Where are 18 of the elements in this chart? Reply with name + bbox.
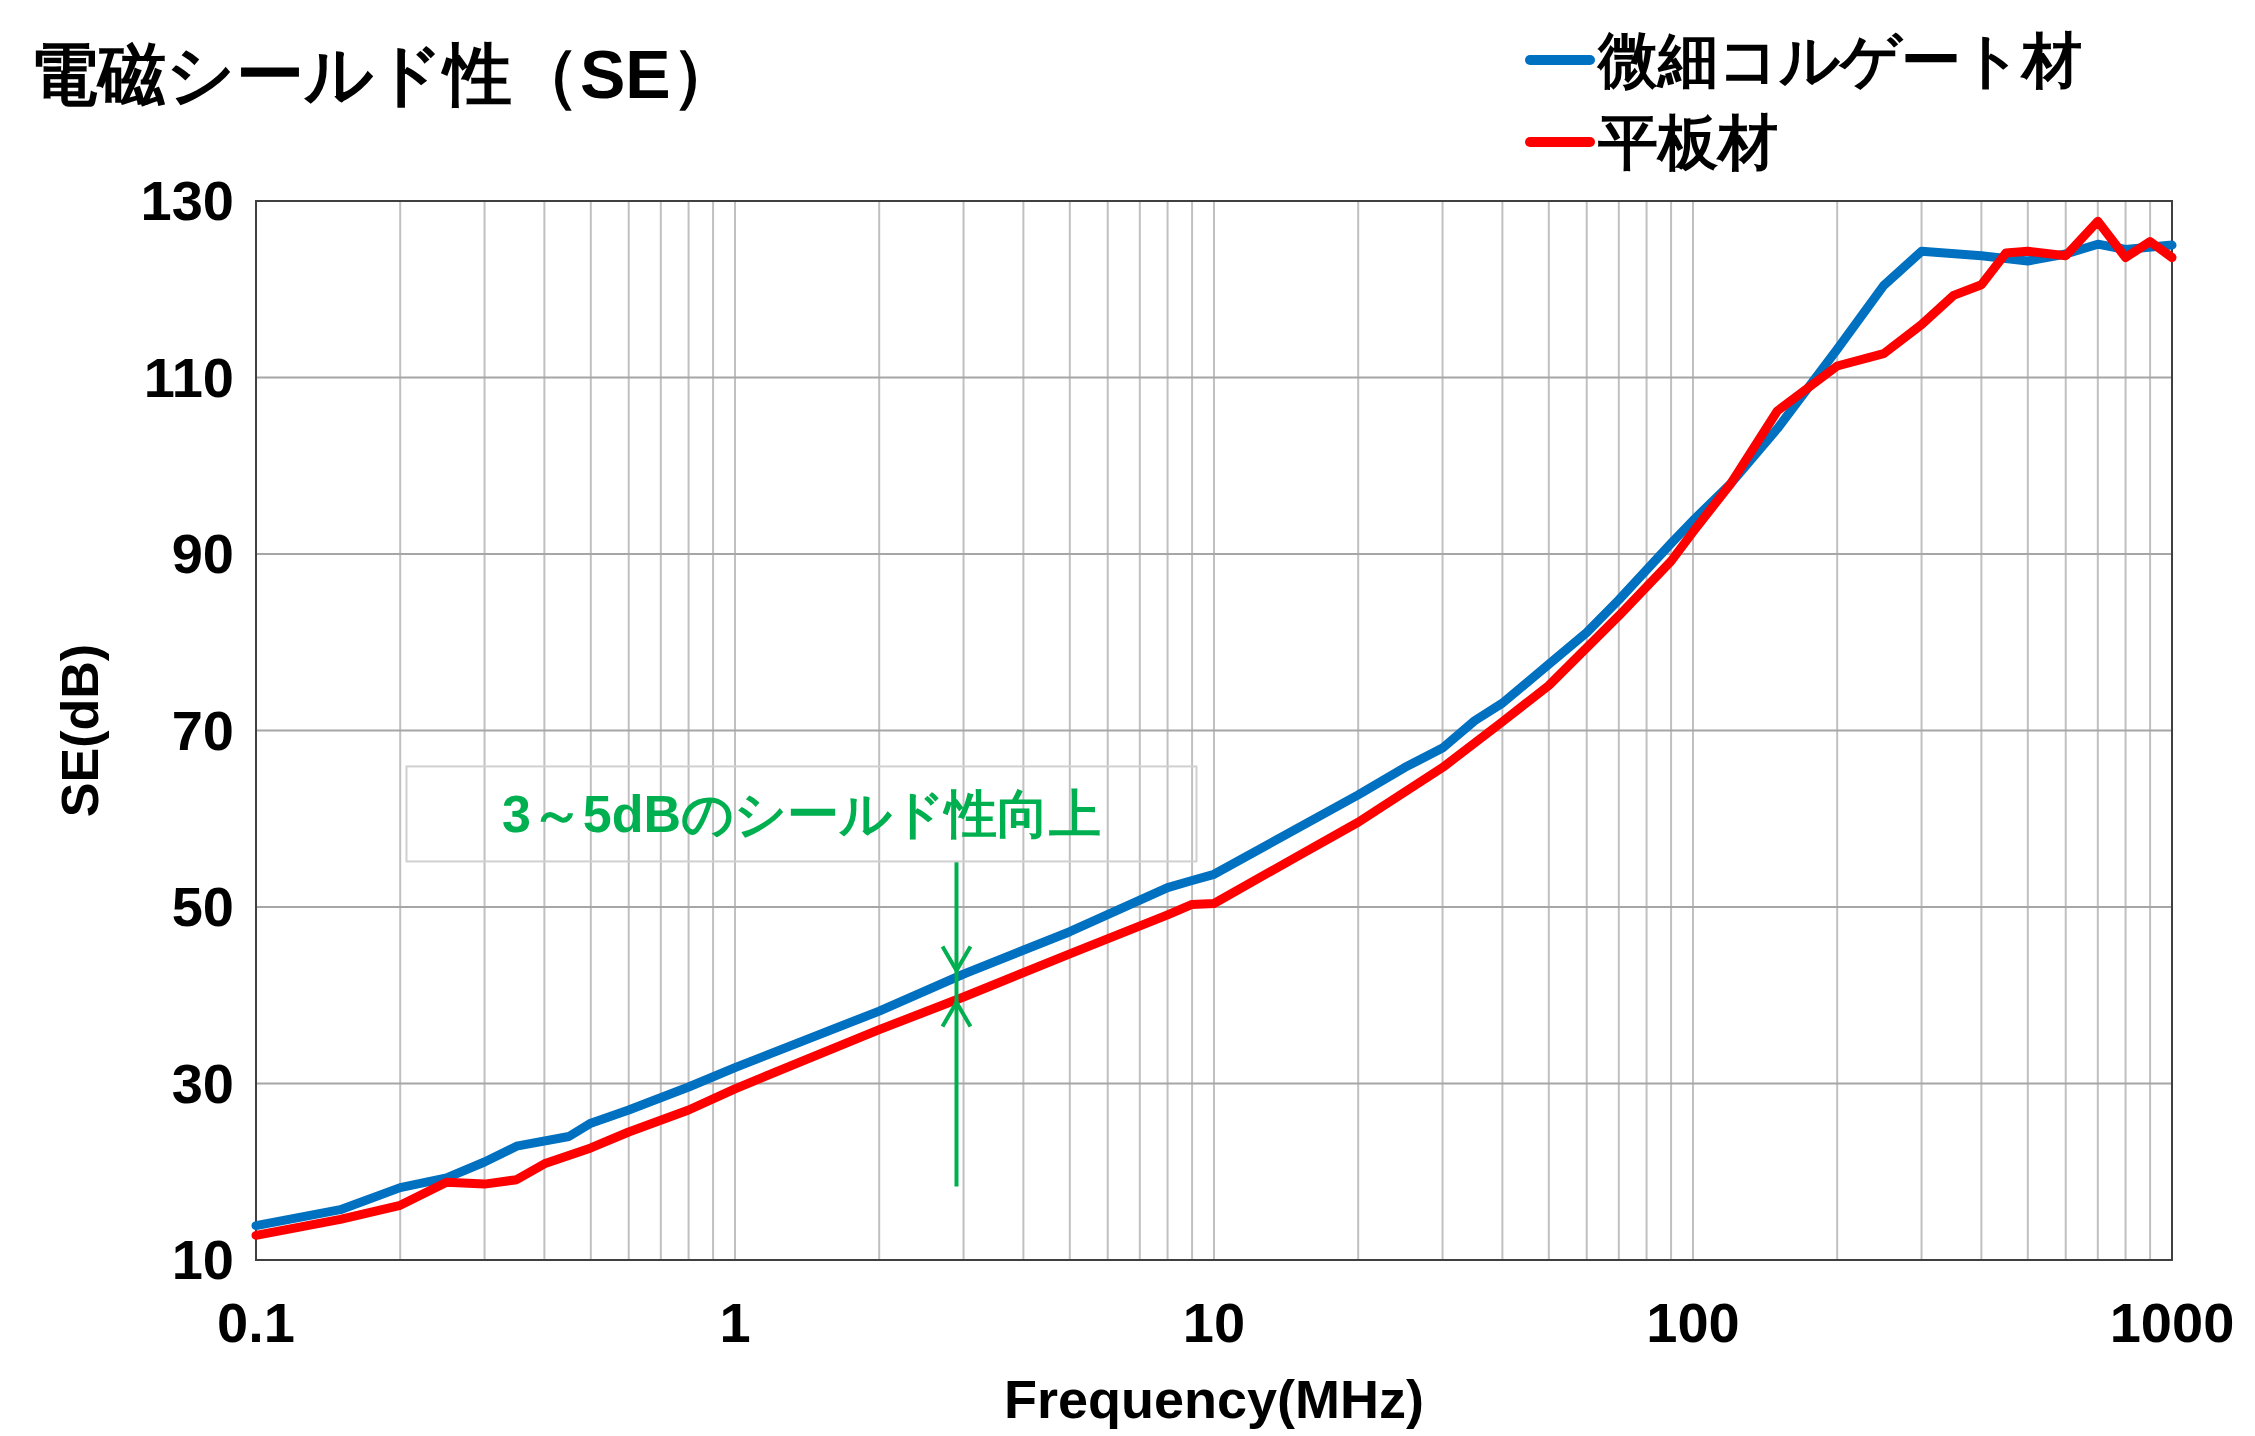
- y-tick-label: 90: [171, 522, 234, 585]
- chart-title: 電磁シールド性（SE）: [30, 36, 739, 112]
- x-tick-label: 10: [1182, 1291, 1246, 1354]
- x-tick-label: 100: [1646, 1291, 1740, 1354]
- x-tick-label: 1000: [2109, 1291, 2235, 1354]
- legend-label: 微細コルゲート材: [1596, 27, 2082, 94]
- y-tick-label: 110: [143, 345, 234, 409]
- legend-label: 平板材: [1597, 109, 1778, 176]
- x-tick-label: 0.1: [217, 1291, 295, 1354]
- x-tick-label: 1: [719, 1291, 751, 1354]
- y-tick-label: 70: [171, 698, 234, 762]
- annotation: 3～5dBのシールド性向上: [501, 785, 1102, 844]
- y-tick-label: 10: [171, 1228, 234, 1291]
- y-axis-title: SE(dB): [51, 643, 109, 818]
- y-tick-label: 30: [171, 1051, 234, 1115]
- y-tick-label: 130: [140, 169, 234, 232]
- x-axis-title: Frequency(MHz): [1003, 1369, 1425, 1429]
- y-tick-label: 50: [171, 875, 234, 938]
